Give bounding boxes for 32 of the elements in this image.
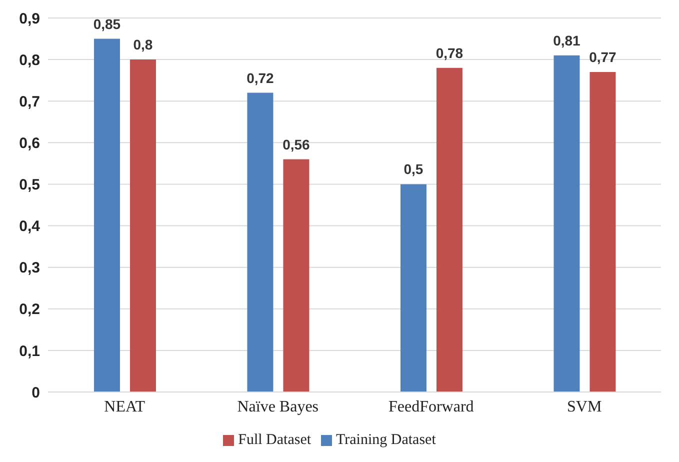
bar [130, 60, 156, 392]
y-tick-label: 0 [32, 384, 40, 402]
y-tick-label: 0,2 [19, 301, 40, 318]
y-tick-label: 0,8 [19, 52, 40, 69]
bar [554, 55, 580, 392]
legend-label: Training Dataset [336, 432, 436, 448]
y-tick-label: 0,4 [19, 218, 41, 236]
data-label: 0,72 [246, 70, 274, 86]
data-label: 0,5 [404, 161, 424, 178]
bar [283, 159, 310, 392]
bar [436, 68, 462, 392]
data-label: 0,77 [589, 49, 617, 66]
y-tick-label: 0,5 [19, 176, 40, 194]
bar [400, 184, 426, 392]
x-tick-label: Naïve Bayes [237, 398, 319, 416]
bar [590, 72, 616, 392]
x-tick-label: NEAT [104, 398, 146, 416]
data-label: 0,85 [93, 16, 121, 32]
y-tick-label: 0,6 [19, 134, 40, 152]
x-tick-label: FeedForward [388, 398, 474, 416]
y-tick-label: 0,7 [19, 93, 40, 110]
data-label: 0,8 [133, 36, 153, 53]
data-label: 0,78 [436, 44, 464, 61]
bar [247, 92, 274, 392]
data-label: 0,56 [282, 136, 310, 152]
y-tick-label: 0,3 [19, 260, 40, 277]
x-tick-label: SVM [567, 398, 602, 416]
bar [94, 38, 120, 392]
data-label: 0,81 [553, 32, 581, 48]
y-tick-label: 0,1 [19, 342, 40, 360]
y-tick-label: 0,9 [19, 10, 40, 28]
legend-label: Full Dataset [238, 432, 312, 448]
